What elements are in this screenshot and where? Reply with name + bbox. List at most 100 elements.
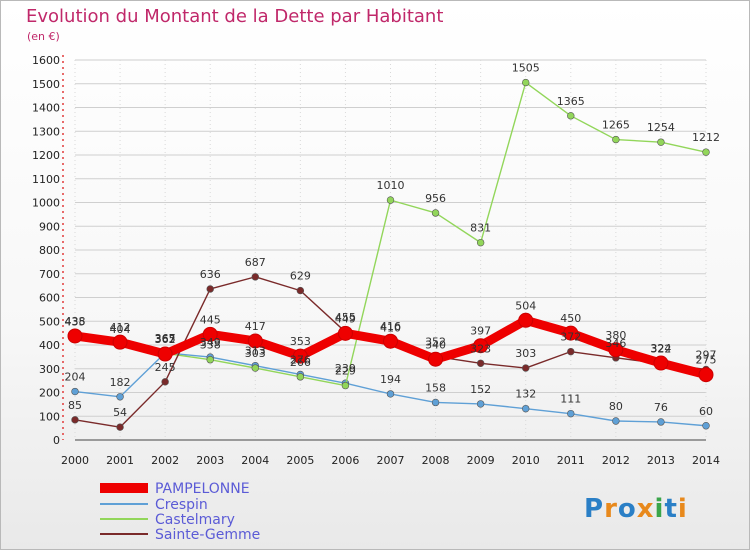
y-tick-label: 1600: [32, 54, 60, 67]
data-label: 297: [696, 348, 717, 361]
y-tick-label: 200: [39, 387, 60, 400]
data-label: 687: [245, 256, 266, 269]
x-tick-label: 2012: [602, 454, 630, 467]
data-label: 275: [696, 354, 717, 367]
data-point: [657, 138, 665, 146]
data-point: [251, 273, 259, 281]
data-label: 313: [245, 345, 266, 358]
data-label: 504: [515, 299, 536, 312]
x-tick-label: 2004: [241, 454, 269, 467]
data-label: 1010: [377, 179, 405, 192]
data-point: [251, 364, 259, 372]
data-point: [612, 417, 620, 425]
data-point: [698, 367, 714, 383]
chart-title: Evolution du Montant de la Dette par Hab…: [26, 6, 443, 27]
legend-label: Crespin: [155, 497, 208, 513]
data-point: [337, 325, 353, 341]
logo-letter: x: [637, 494, 655, 524]
data-label: 352: [425, 335, 446, 348]
data-label: 182: [110, 376, 131, 389]
logo-letter: P: [584, 494, 604, 524]
data-label: 412: [110, 321, 131, 334]
y-tick-label: 100: [39, 410, 60, 423]
data-point: [341, 381, 350, 390]
y-tick-label: 400: [39, 339, 60, 352]
data-point: [296, 373, 305, 381]
axes: 0 100 200 300 400 500 600 700 800 900 1000 1100 1200…: [32, 54, 720, 467]
data-point: [612, 135, 620, 144]
logo-letter: i: [678, 494, 688, 524]
x-tick-label: 2000: [61, 454, 89, 467]
data-label: 324: [650, 342, 671, 355]
y-tick-label: 1200: [32, 149, 60, 162]
data-label: 85: [68, 399, 82, 412]
data-label: 416: [380, 320, 401, 333]
x-tick-label: 2001: [106, 454, 134, 467]
data-label: 449: [335, 312, 356, 325]
data-label: 1505: [512, 62, 540, 75]
data-label: 1254: [647, 121, 675, 134]
data-label: 445: [200, 313, 221, 326]
logo-letter: t: [664, 494, 677, 524]
x-tick-label: 2002: [151, 454, 179, 467]
data-label: 204: [65, 371, 86, 384]
y-tick-label: 1000: [32, 197, 60, 210]
y-tick-label: 300: [39, 363, 60, 376]
data-point: [476, 400, 485, 408]
data-label: 410: [380, 322, 401, 335]
data-label: 338: [200, 339, 221, 352]
data-label: 397: [470, 325, 491, 338]
data-label: 276: [290, 353, 311, 366]
data-label: 346: [605, 337, 626, 350]
legend-label: PAMPELONNE: [155, 481, 250, 497]
data-label: 245: [155, 361, 176, 374]
y-tick-label: 1300: [32, 125, 60, 138]
data-labels: 438 4123624454173534494163403975044503803…: [65, 62, 721, 420]
logo-letter: i: [655, 494, 665, 524]
data-label: 353: [290, 335, 311, 348]
data-point: [702, 148, 710, 156]
chart-subtitle: (en €): [27, 30, 60, 43]
data-point: [567, 409, 575, 418]
data-point: [522, 364, 530, 372]
data-point: [518, 312, 534, 328]
x-tick-label: 2005: [286, 454, 314, 467]
data-point: [247, 333, 263, 349]
data-label: 380: [605, 329, 626, 342]
legend-label: Castelmary: [155, 512, 235, 528]
data-point: [476, 359, 485, 367]
data-point: [567, 347, 575, 356]
data-label: 132: [515, 388, 536, 401]
y-tick-label: 1100: [32, 173, 60, 186]
data-point: [383, 333, 398, 349]
data-label: 956: [425, 192, 446, 205]
data-point: [112, 334, 128, 350]
x-tick-label: 2007: [377, 454, 405, 467]
x-tick-label: 2011: [557, 454, 585, 467]
x-tick-label: 2008: [422, 454, 450, 467]
data-point: [608, 342, 624, 358]
x-tick-label: 2013: [647, 454, 675, 467]
data-point: [431, 209, 440, 217]
data-label: 80: [609, 400, 623, 413]
y-tick-label: 1400: [32, 102, 60, 115]
data-label: 229: [335, 365, 356, 378]
data-point: [202, 326, 218, 342]
data-point: [386, 196, 395, 204]
data-label: 455: [335, 311, 356, 324]
data-point: [431, 398, 440, 407]
data-label: 303: [515, 347, 536, 360]
proxiti-logo: Proxiti: [584, 494, 688, 524]
y-tick-label: 900: [39, 220, 60, 233]
x-tick-label: 2003: [196, 454, 224, 467]
data-label: 404: [110, 323, 131, 336]
data-label: 831: [470, 222, 491, 235]
data-point: [71, 387, 79, 396]
y-tick-label: 700: [39, 268, 60, 281]
data-label: 158: [425, 381, 446, 394]
data-point: [428, 351, 444, 367]
data-label: 1365: [557, 95, 585, 108]
